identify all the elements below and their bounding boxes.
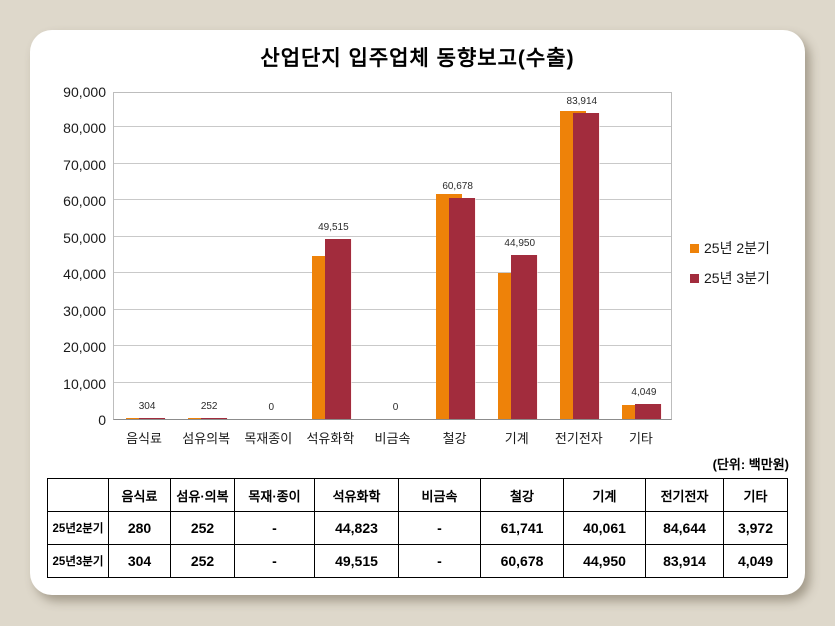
table-header-cell: 비금속 — [398, 478, 481, 512]
table-header-cell: 기타 — [723, 478, 788, 512]
gridline — [114, 162, 671, 164]
y-axis-tick-label: 80,000 — [63, 120, 106, 137]
table-cell: 60,678 — [480, 544, 564, 578]
bar-q3-철강 — [449, 197, 476, 419]
y-axis-tick-label: 30,000 — [63, 302, 106, 319]
bar-value-label: 60,678 — [442, 180, 473, 192]
y-axis-tick-label: 10,000 — [63, 375, 106, 392]
y-axis-tick-label: 40,000 — [63, 266, 106, 283]
y-axis-tick-label: 70,000 — [63, 156, 106, 173]
table-header-cell: 음식료 — [108, 478, 171, 512]
table-cell: - — [234, 544, 315, 578]
legend-swatch-q2-icon — [690, 243, 699, 253]
bar-q3-석유화학 — [324, 238, 351, 419]
table-header-cell: 목재·종이 — [234, 478, 315, 512]
y-axis-tick-label: 20,000 — [63, 339, 106, 356]
table-cell: 44,823 — [314, 511, 399, 545]
plot-area: 304 252 0 49,515 0 60,678 44,950 83,914 4,049 — [113, 92, 672, 420]
table-cell: - — [234, 511, 315, 545]
legend-item-q2: 25년 2분기 — [690, 238, 770, 258]
table-row-header: 25년2분기 — [47, 511, 109, 545]
bar-value-label: 4,049 — [631, 387, 657, 399]
table-row: 25년3분기 304 252-49,515-60,678 44,950 83,914 4,… — [47, 544, 788, 578]
bar-value-label: 304 — [138, 400, 156, 412]
table-cell: 304 — [108, 544, 171, 578]
legend-label-q3: 25년 3분기 — [704, 270, 770, 286]
table-header-cell: 섬유·의복 — [170, 478, 235, 512]
data-table: 음식료 섬유·의복 목재·종이 석유화학 비금속 철강 기계 전기전자 기타 25년2분기 280… — [47, 478, 788, 578]
table-header-cell: 석유화학 — [314, 478, 399, 512]
table-cell: 49,515 — [314, 544, 399, 578]
bar-chart: 304 252 0 49,515 0 60,678 44,950 83,914 4,049 0 1… — [30, 30, 805, 460]
table-row: 25년2분기 280 252-44,823-61,741 40,061 84,644 3,… — [47, 511, 788, 545]
unit-label: (단위: 백만원) — [712, 457, 789, 472]
bar-q3-기계 — [511, 255, 538, 419]
table-header-cell: 전기전자 — [645, 478, 724, 512]
table-cell: - — [398, 544, 481, 578]
table-header-cell: 철강 — [480, 478, 564, 512]
x-axis-tick-label: 철강 — [442, 431, 467, 446]
x-axis-tick-label: 음식료 — [126, 431, 162, 446]
bar-value-label: 83,914 — [566, 96, 598, 108]
table-cell: - — [398, 511, 481, 545]
table-cell: 61,741 — [480, 511, 564, 545]
table-row-header: 25년3분기 — [47, 544, 109, 578]
y-axis-tick-label: 90,000 — [63, 84, 106, 100]
table-cell: 280 — [108, 511, 171, 545]
table-cell: 4,049 — [723, 544, 788, 578]
table-header-cell — [47, 478, 109, 512]
x-axis-tick-label: 기계 — [504, 431, 529, 446]
x-axis-tick-label: 목재종이 — [244, 431, 293, 446]
bar-q3-음식료 — [138, 417, 165, 419]
y-axis-tick-label: 0 — [98, 412, 106, 428]
y-axis-tick-label: 50,000 — [63, 229, 106, 246]
bar-q3-섬유의복 — [200, 418, 227, 419]
gridline — [114, 308, 671, 310]
table-cell: 40,061 — [563, 511, 646, 545]
bar-q3-전기전자 — [573, 113, 600, 419]
x-axis-tick-label: 전기전자 — [554, 431, 603, 446]
bar-value-label: 0 — [392, 402, 399, 413]
table-cell: 83,914 — [645, 544, 724, 578]
legend-item-q3: 25년 3분기 — [690, 268, 770, 288]
legend-swatch-q3-icon — [690, 273, 699, 283]
gridline — [114, 272, 671, 274]
report-card: 산업단지 입주업체 동향보고(수출) 304 252 0 49,515 0 60,678 4… — [30, 30, 805, 595]
gridline — [114, 235, 671, 237]
gridline — [114, 126, 671, 128]
bar-value-label: 49,515 — [318, 221, 349, 233]
y-axis-tick-label: 60,000 — [63, 193, 106, 210]
table-header-cell: 기계 — [563, 478, 646, 512]
table-cell: 44,950 — [563, 544, 646, 578]
page-title: 산업단지 입주업체 동향보고(수출) — [260, 47, 575, 70]
bar-value-label: 252 — [200, 401, 218, 413]
table-cell: 252 — [170, 511, 235, 545]
table-cell: 252 — [170, 544, 235, 578]
x-axis-tick-label: 섬유의복 — [182, 431, 231, 446]
table-cell: 3,972 — [723, 511, 788, 545]
table-cell: 84,644 — [645, 511, 724, 545]
bar-value-label: 0 — [268, 402, 275, 413]
legend-label-q2: 25년 2분기 — [704, 240, 770, 256]
gridline — [114, 199, 671, 201]
bar-q3-기타 — [635, 404, 662, 419]
gridline — [114, 345, 671, 347]
table-header-row: 음식료 섬유·의복 목재·종이 석유화학 비금속 철강 기계 전기전자 기타 — [47, 478, 788, 512]
x-axis-tick-label: 비금속 — [374, 431, 411, 446]
x-axis-tick-label: 기타 — [628, 431, 653, 446]
gridline — [114, 381, 671, 383]
chart-legend: 25년 2분기 25년 3분기 — [690, 238, 770, 298]
x-axis-tick-label: 석유화학 — [306, 431, 355, 446]
bar-value-label: 44,950 — [504, 238, 536, 250]
